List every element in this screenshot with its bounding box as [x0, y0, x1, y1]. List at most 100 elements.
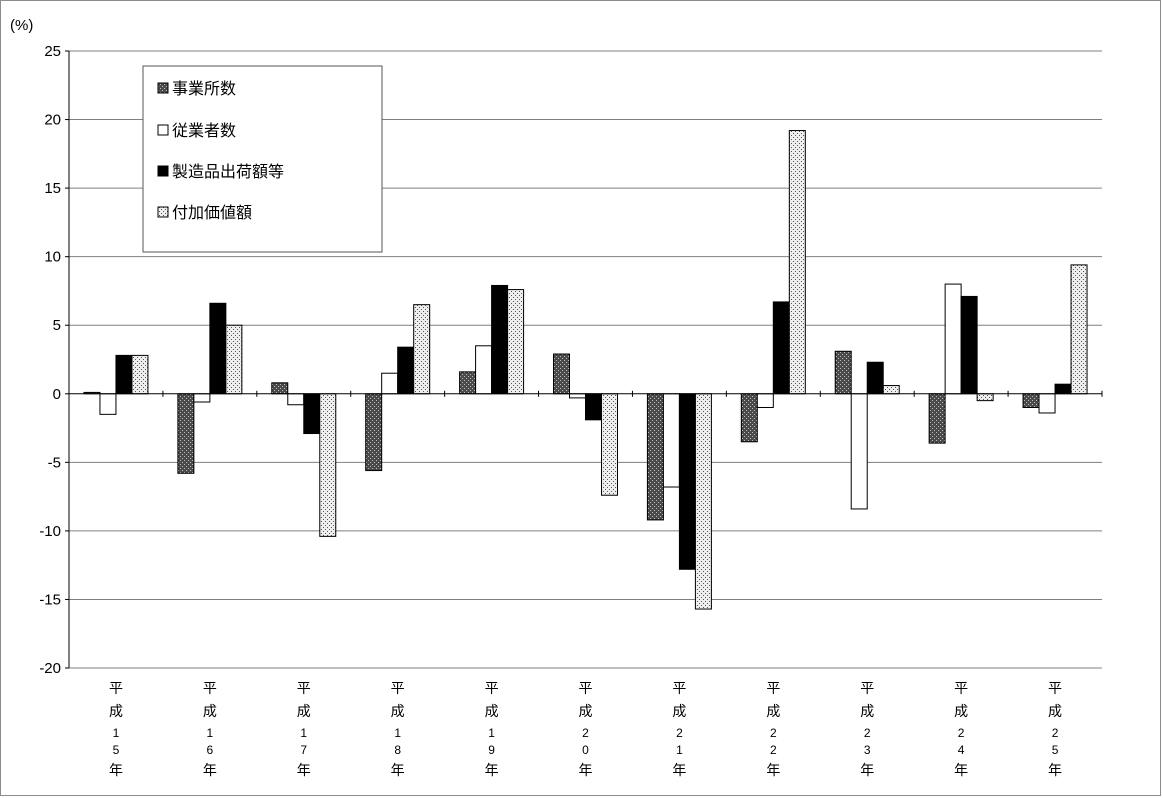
bar-3-6 — [585, 393, 602, 421]
category-label: 平成 2 4 年 — [954, 681, 968, 779]
bar-3-4 — [397, 346, 415, 395]
category-label-char: 年 — [672, 763, 686, 779]
bar-4-8 — [788, 130, 806, 395]
category-label-char: 平 — [1048, 681, 1062, 697]
category-label: 平成 1 9 年 — [485, 681, 499, 779]
category-label-char: 年 — [203, 763, 217, 779]
y-tick-label: 5 — [53, 317, 61, 334]
category-label-char: 0 — [582, 743, 589, 757]
bars — [83, 130, 1088, 610]
y-tick-label: 0 — [53, 386, 61, 403]
bar-3-7 — [678, 393, 696, 570]
bar-4-2 — [225, 324, 243, 395]
category-label-char: 成 — [579, 704, 593, 720]
category-label-char: 成 — [672, 704, 686, 720]
category-label-char: 2 — [864, 726, 871, 740]
bar-4-7 — [694, 393, 712, 610]
category-label-char: 4 — [958, 743, 965, 757]
category-label-char: 6 — [207, 743, 214, 757]
category-label-char: 成 — [1048, 704, 1062, 720]
category-label-char: 2 — [1052, 726, 1059, 740]
category-label-char: 成 — [766, 704, 780, 720]
category-label: 平成 1 6 年 — [203, 681, 217, 779]
bar-1-9 — [834, 350, 852, 395]
category-label-char: 年 — [109, 763, 123, 779]
category-label-char: 2 — [770, 726, 777, 740]
legend-label: 事業所数 — [172, 79, 236, 98]
category-label-char: 1 — [113, 726, 120, 740]
bar-4-1 — [131, 354, 149, 395]
legend-label: 従業者数 — [172, 121, 236, 140]
category-label-char: 9 — [488, 743, 495, 757]
bar-3-9 — [866, 361, 884, 395]
y-tick-label: 15 — [44, 180, 61, 197]
y-tick-label: 25 — [44, 43, 61, 60]
category-label: 平成 2 1 年 — [672, 681, 686, 779]
category-label-char: 平 — [109, 681, 123, 697]
category-label: 平成 2 5 年 — [1048, 681, 1062, 779]
bar-2-5 — [475, 345, 493, 395]
category-label-char: 成 — [860, 704, 874, 720]
category-label-char: 年 — [485, 763, 499, 779]
category-label-char: 年 — [297, 763, 311, 779]
category-label-char: 1 — [394, 726, 401, 740]
category-label-char: 平 — [672, 681, 686, 697]
bar-4-5 — [507, 289, 525, 395]
category-label-char: 平 — [391, 681, 405, 697]
category-label-char: 年 — [860, 763, 874, 779]
legend-box — [142, 65, 383, 253]
category-label-char: 平 — [766, 681, 780, 697]
category-label-char: 1 — [488, 726, 495, 740]
bar-2-9 — [850, 393, 868, 510]
category-label-char: 成 — [109, 704, 123, 720]
bar-1-11 — [1022, 393, 1040, 408]
category-label-char: 3 — [864, 743, 871, 757]
category-label-char: 年 — [954, 763, 968, 779]
bar-1-5 — [459, 371, 477, 395]
category-label-char: 7 — [300, 743, 307, 757]
bar-1-2 — [177, 393, 195, 474]
bar-3-3 — [303, 393, 321, 435]
category-label-char: 年 — [1048, 763, 1062, 779]
category-label: 平成 1 7 年 — [297, 681, 311, 779]
category-label: 平成 2 2 年 — [766, 681, 780, 779]
category-label-char: 1 — [676, 743, 683, 757]
category-label-char: 8 — [394, 743, 401, 757]
category-label-char: 成 — [203, 704, 217, 720]
y-tick-labels: 25 20 15 10 5 0 -5 -10 -15 -20 — [39, 43, 61, 677]
bar-3-10 — [960, 295, 978, 395]
bar-2-3 — [287, 393, 305, 406]
category-label-char: 成 — [391, 704, 405, 720]
bar-2-6 — [569, 393, 586, 399]
category-label-char: 2 — [958, 726, 965, 740]
bar-2-1 — [99, 393, 117, 415]
legend-swatch — [157, 124, 169, 136]
bar-4-10 — [976, 393, 994, 402]
category-label-char: 年 — [579, 763, 593, 779]
category-label-char: 1 — [300, 726, 307, 740]
bar-2-2 — [193, 393, 211, 403]
legend-swatch — [157, 82, 169, 94]
category-label-char: 平 — [203, 681, 217, 697]
bar-4-6 — [601, 393, 618, 496]
category-label-char: 成 — [954, 704, 968, 720]
y-tick-label: -10 — [39, 523, 61, 540]
bar-3-8 — [772, 301, 790, 395]
category-labels: 平成 1 5 年 平成 1 6 年 平成 1 7 年 平成 1 8 年 平成 1 9 年 平成 2 0 年 平成 2 1 年 平成 2 2 年… — [109, 681, 1062, 779]
bar-4-9 — [882, 385, 900, 395]
category-label: 平成 1 5 年 — [109, 681, 123, 779]
bar-1-8 — [740, 393, 758, 443]
category-label-char: 成 — [485, 704, 499, 720]
bar-3-1 — [115, 354, 133, 395]
category-label-char: 5 — [1052, 743, 1059, 757]
legend-label: 製造品出荷額等 — [172, 162, 284, 181]
category-label-char: 2 — [676, 726, 683, 740]
bar-1-10 — [928, 393, 946, 444]
bar-1-4 — [365, 393, 383, 472]
bar-4-3 — [319, 393, 337, 537]
category-label-char: 年 — [766, 763, 780, 779]
category-label: 平成 2 3 年 — [860, 681, 874, 779]
y-tick-label: -5 — [48, 454, 61, 471]
category-label-char: 平 — [485, 681, 499, 697]
